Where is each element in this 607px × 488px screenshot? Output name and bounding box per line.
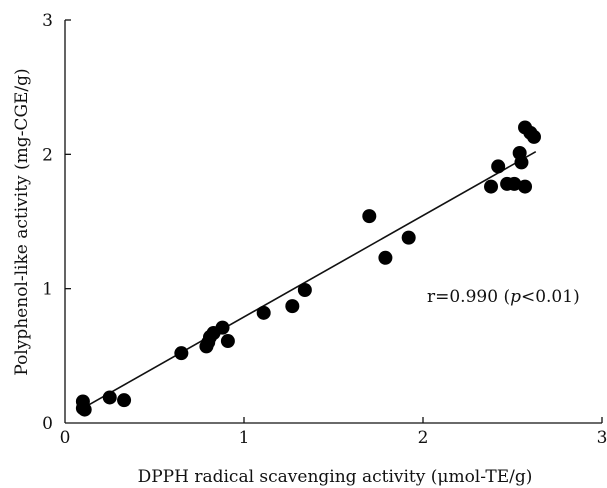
data-point: [285, 299, 300, 314]
data-point: [526, 129, 541, 144]
y-tick-label: 1: [42, 280, 53, 300]
x-tick-label: 2: [418, 428, 429, 448]
data-point: [256, 305, 271, 320]
y-tick-label: 2: [42, 145, 53, 165]
data-point: [174, 346, 189, 361]
annotation-p: p: [510, 287, 521, 307]
data-point: [378, 250, 393, 265]
y-axis-label: Polyphenol-like activity (mg-CGE/g): [12, 68, 32, 375]
y-tick-label: 0: [42, 414, 53, 434]
data-points: [75, 120, 541, 417]
axes: [64, 20, 602, 424]
data-point: [518, 179, 533, 194]
trendline-group: [82, 150, 537, 409]
annotation-suffix: <0.01): [521, 287, 580, 307]
trendline: [82, 150, 537, 409]
data-point: [514, 155, 529, 170]
x-tick-label: 3: [597, 428, 607, 448]
data-point: [215, 320, 230, 335]
ticks: 0 1 2 3 0 1 2 3: [42, 11, 607, 448]
data-point: [484, 179, 499, 194]
annotation-prefix: r=0.990 (: [427, 287, 510, 307]
y-tick-label: 3: [42, 11, 53, 31]
data-point: [220, 334, 235, 349]
x-tick-label: 0: [60, 428, 71, 448]
data-point: [117, 393, 132, 408]
data-point: [77, 402, 92, 417]
x-tick-label: 1: [239, 428, 250, 448]
data-point: [297, 283, 312, 298]
data-point: [507, 176, 522, 191]
x-axis-label: DPPH radical scavenging activity (μmol-T…: [138, 467, 533, 487]
data-point: [491, 159, 506, 174]
correlation-annotation: r=0.990 (p<0.01): [427, 287, 580, 307]
data-point: [362, 209, 377, 224]
data-point: [401, 230, 416, 245]
data-point: [102, 390, 117, 405]
